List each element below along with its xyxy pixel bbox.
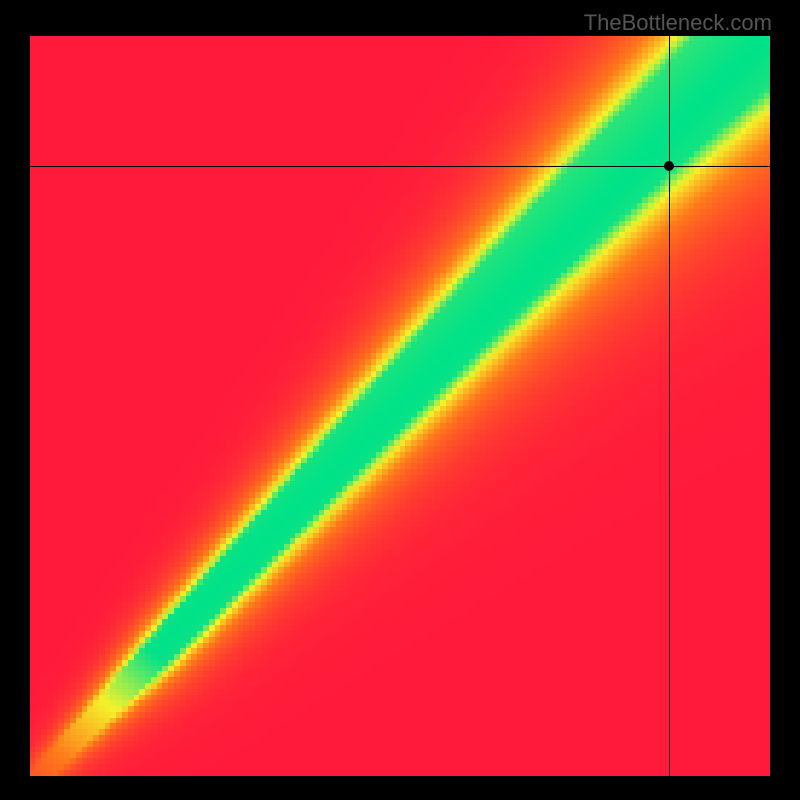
heatmap-canvas [30,36,770,776]
watermark-text: TheBottleneck.com [584,10,772,36]
root: TheBottleneck.com [0,0,800,800]
crosshair-horizontal [30,166,770,167]
plot-area [30,36,770,776]
crosshair-vertical [669,36,670,776]
marker-dot [664,161,674,171]
